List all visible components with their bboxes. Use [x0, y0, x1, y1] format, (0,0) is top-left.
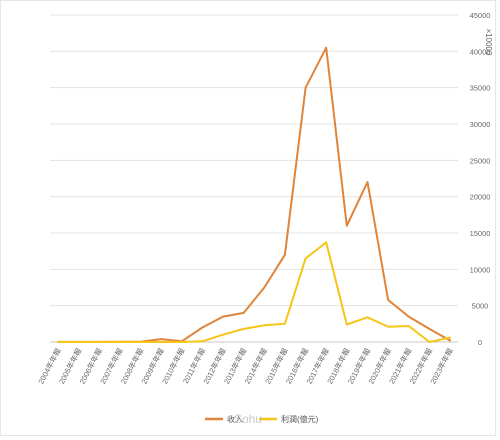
series-line-1 [57, 46, 451, 343]
y-tick-label: 5000 [472, 302, 489, 311]
legend-label: 收入 [227, 414, 243, 424]
series-line-2 [57, 241, 451, 343]
y-tick-label: 40000 [470, 47, 491, 56]
y-tick-label: 45000 [470, 11, 491, 20]
y-tick-label: 25000 [470, 156, 491, 165]
y-tick-label: 30000 [470, 120, 491, 129]
y-tick-label: 20000 [470, 193, 491, 202]
y-unit-label: ×10000 [484, 29, 493, 56]
y-tick-label: 35000 [470, 84, 491, 93]
y-tick-label: 15000 [470, 229, 491, 238]
y-tick-label: 0 [478, 338, 482, 347]
y-tick-label: 10000 [470, 265, 491, 274]
watermark-text: Sohu [234, 412, 262, 426]
legend-label: 利潤(億元) [281, 414, 319, 424]
